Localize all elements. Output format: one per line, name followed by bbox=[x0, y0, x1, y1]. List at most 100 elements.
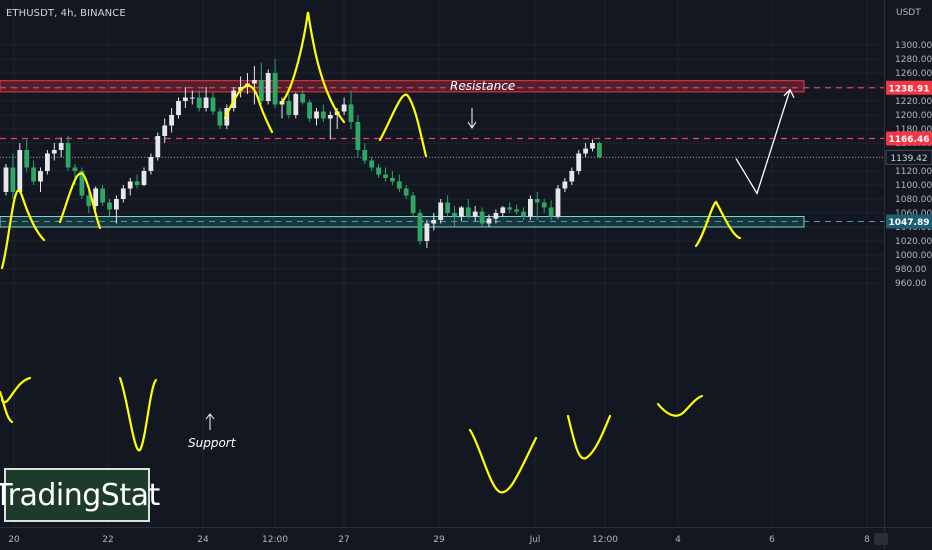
candle-body bbox=[452, 213, 457, 217]
yellow-drawings bbox=[0, 11, 742, 494]
candle-body bbox=[24, 150, 30, 168]
candle-body bbox=[486, 218, 492, 224]
candle-body bbox=[465, 207, 471, 217]
candle-body bbox=[327, 115, 333, 119]
candle-body bbox=[72, 167, 78, 171]
candles bbox=[3, 59, 602, 248]
candle-body bbox=[396, 181, 402, 189]
candle-body bbox=[369, 160, 375, 168]
time-tick-label: 12:00 bbox=[592, 535, 618, 545]
candle-body bbox=[79, 171, 85, 196]
candle-body bbox=[100, 188, 105, 203]
brand-logo: TradingStat bbox=[0, 468, 160, 522]
candle-body bbox=[183, 97, 188, 101]
price-lines bbox=[0, 87, 884, 222]
grid-lines bbox=[0, 0, 884, 527]
candle-body bbox=[31, 167, 36, 182]
candle-body bbox=[376, 167, 381, 175]
candle-body bbox=[569, 171, 575, 182]
candle-body bbox=[507, 207, 513, 210]
time-tick-label: 24 bbox=[197, 535, 209, 545]
yellow-curve bbox=[0, 390, 14, 424]
candle-body bbox=[314, 111, 319, 119]
price-tick-label: 1000.00 bbox=[895, 251, 932, 261]
price-tick-label: 1220.00 bbox=[895, 97, 932, 107]
time-axis-settings bbox=[874, 533, 888, 545]
unit-label: USDT bbox=[896, 8, 921, 18]
price-badge-label: 1139.42 bbox=[890, 154, 927, 164]
time-tick-label: 12:00 bbox=[262, 535, 288, 545]
candle-body bbox=[114, 199, 119, 210]
candle-body bbox=[362, 150, 368, 161]
yellow-curve bbox=[656, 394, 704, 417]
price-tick-label: 1120.00 bbox=[895, 167, 932, 177]
candle-body bbox=[576, 153, 582, 171]
time-tick-label: 22 bbox=[102, 535, 113, 545]
projection-arrow bbox=[205, 88, 795, 430]
candle-body bbox=[252, 80, 257, 84]
time-tick-label: 6 bbox=[769, 535, 775, 545]
price-badge bbox=[886, 131, 932, 146]
price-badge bbox=[886, 80, 932, 95]
time-tick-label: 8 bbox=[864, 535, 870, 545]
resistance-zone bbox=[0, 80, 805, 93]
candle-body bbox=[390, 178, 395, 182]
candle-body bbox=[472, 211, 478, 217]
candle-body bbox=[17, 150, 23, 192]
candle-body bbox=[155, 136, 161, 157]
candle-body bbox=[424, 223, 430, 241]
candle-body bbox=[134, 181, 140, 185]
candle-body bbox=[286, 101, 292, 115]
time-tick-label: 4 bbox=[675, 535, 681, 545]
candle-body bbox=[500, 207, 506, 213]
candle-body bbox=[590, 143, 595, 149]
price-tick-label: 1300.00 bbox=[895, 41, 932, 51]
yellow-curve bbox=[468, 428, 538, 494]
price-tick-label: 980.00 bbox=[895, 265, 927, 275]
candle-body bbox=[479, 211, 485, 224]
candle-body bbox=[562, 181, 568, 189]
candle-body bbox=[431, 220, 437, 224]
price-badge bbox=[885, 149, 932, 165]
candle-body bbox=[355, 122, 361, 150]
candle-body bbox=[38, 171, 43, 182]
candle-body bbox=[217, 111, 223, 126]
candle-body bbox=[410, 195, 416, 213]
candle-body bbox=[521, 211, 526, 217]
support-annotation: Support bbox=[188, 436, 237, 450]
candle-body bbox=[548, 207, 554, 217]
candle-body bbox=[583, 148, 588, 154]
price-badge-label: 1166.46 bbox=[889, 135, 930, 145]
yellow-curve bbox=[223, 84, 274, 134]
price-tick-label: 1080.00 bbox=[895, 195, 932, 205]
candle-body bbox=[555, 188, 561, 217]
time-tick-label: Jul bbox=[529, 535, 541, 545]
time-axis: 20 22 24 12:00 27 29 Jul 12:00 4 6 8 bbox=[8, 533, 888, 545]
candle-body bbox=[417, 213, 423, 241]
time-tick-label: 20 bbox=[8, 535, 20, 545]
price-tick-label: 1280.00 bbox=[895, 55, 932, 65]
candle-body bbox=[258, 80, 264, 101]
candle-body bbox=[341, 104, 347, 112]
candle-body bbox=[58, 143, 64, 150]
price-tick-label: 1020.00 bbox=[895, 237, 932, 247]
price-tick-label: 1260.00 bbox=[895, 69, 932, 79]
candle-body bbox=[148, 157, 154, 171]
price-badge bbox=[886, 214, 932, 229]
candle-body bbox=[493, 213, 499, 219]
candle-body bbox=[534, 199, 540, 203]
candle-body bbox=[107, 202, 112, 210]
candle-body bbox=[3, 167, 9, 192]
candle-body bbox=[597, 143, 602, 157]
time-tick-label: 27 bbox=[338, 535, 349, 545]
yellow-curve bbox=[118, 376, 158, 452]
candle-body bbox=[169, 115, 174, 126]
candle-body bbox=[514, 209, 519, 212]
candle-body bbox=[528, 199, 533, 217]
candle-body bbox=[210, 97, 216, 112]
resistance-pointer bbox=[467, 108, 477, 129]
yellow-curve bbox=[566, 414, 612, 460]
candle-body bbox=[51, 150, 57, 154]
